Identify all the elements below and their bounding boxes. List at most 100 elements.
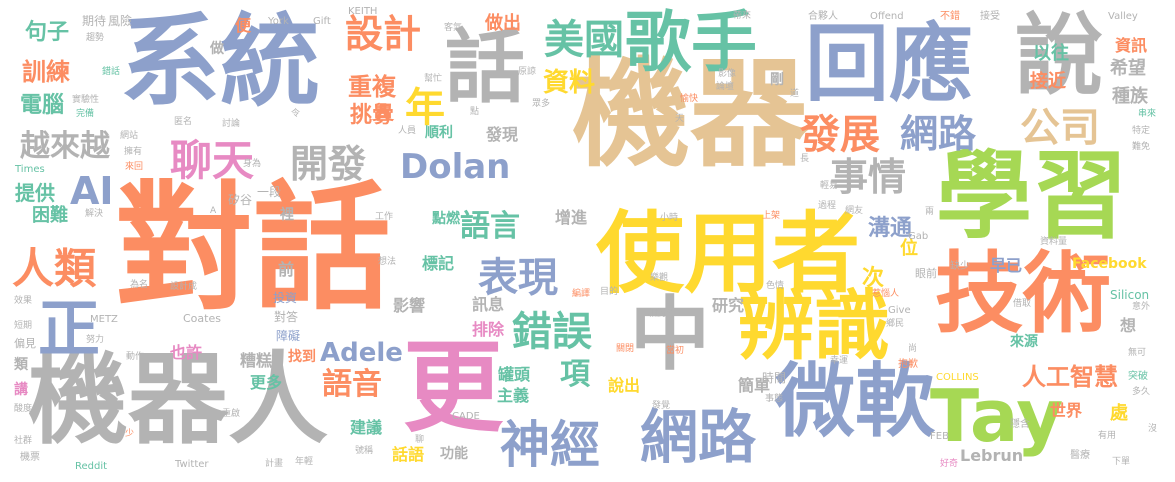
word-127: Coates <box>183 312 221 325</box>
word-140: 年輕 <box>295 457 314 467</box>
word-125: 偏見 <box>14 337 36 350</box>
word-105: 幫忙 <box>424 74 443 84</box>
word-174: 難免 <box>1132 142 1151 152</box>
word-59: 想 <box>1120 316 1137 335</box>
word-103: 客氣 <box>444 23 463 33</box>
word-2: 系統 <box>120 3 320 120</box>
word-1: 機器 <box>572 45 809 183</box>
word-118: 解決 <box>85 209 104 219</box>
word-60: 來源 <box>1010 334 1038 350</box>
word-50: 希望 <box>1110 58 1146 79</box>
word-123: 設計成 <box>170 282 198 292</box>
word-194: 有用 <box>1098 431 1117 441</box>
word-94: 期待 <box>82 14 107 28</box>
word-114: 討論 <box>222 119 241 129</box>
word-180: 惹惱人 <box>872 289 900 299</box>
word-66: 時間 <box>762 371 787 385</box>
word-101: Gift <box>313 16 331 27</box>
word-154: 上架 <box>762 211 781 221</box>
word-107: 眾多 <box>532 99 551 109</box>
word-158: 論壇 <box>716 82 735 92</box>
word-73: 點燃 <box>432 211 460 227</box>
word-100: York <box>268 16 289 27</box>
word-138: 重啟 <box>222 409 241 419</box>
word-159: 愉快 <box>680 94 699 104</box>
word-23: 事情 <box>830 155 907 199</box>
word-31: 設計 <box>345 12 422 56</box>
word-184: 意外 <box>1132 302 1151 312</box>
word-33: 越來越 <box>20 129 110 164</box>
word-42: 訓練 <box>22 58 70 86</box>
word-129: 類 <box>14 357 28 373</box>
word-26: 人類 <box>12 244 97 293</box>
word-142: 聊 <box>415 435 425 445</box>
word-82: 更多 <box>250 373 283 392</box>
word-173: 特定 <box>1132 126 1151 136</box>
word-93: 做 <box>210 41 224 57</box>
word-64: 研究 <box>712 296 745 315</box>
word-80: 順利 <box>425 125 453 141</box>
word-51: 種族 <box>1112 86 1148 107</box>
word-12: 中 <box>630 288 710 381</box>
word-86: 投資 <box>273 291 298 305</box>
word-8: 微軟 <box>775 355 935 448</box>
word-38: 資料 <box>543 68 596 98</box>
word-83: 糟糕 <box>240 351 273 370</box>
word-14: Tay <box>930 374 1064 458</box>
word-68: 罐頭 <box>498 365 531 384</box>
word-131: 講 <box>14 382 28 398</box>
word-109: 令 <box>291 109 301 119</box>
word-146: 幸運 <box>830 356 849 366</box>
word-95: 風險 <box>108 14 133 28</box>
word-110: 網站 <box>120 131 139 141</box>
word-22: 網路 <box>900 112 977 156</box>
word-179: 資料量 <box>1040 237 1068 247</box>
word-81: 也許 <box>170 343 203 362</box>
word-57: 世界 <box>1050 401 1083 420</box>
word-115: 身為 <box>243 159 262 169</box>
word-20: 美國 <box>544 17 624 63</box>
word-195: 醫療 <box>1070 450 1090 461</box>
word-197: 好奇 <box>940 459 959 469</box>
word-144: 發覺 <box>652 401 671 411</box>
word-97: 實驗性 <box>72 95 100 105</box>
word-85: 障礙 <box>276 329 301 343</box>
word-163: 長 <box>800 154 810 164</box>
word-36: 項 <box>560 357 590 392</box>
word-54: 早已 <box>990 256 1023 275</box>
word-119: 工作 <box>375 212 394 222</box>
word-134: 機票 <box>20 452 40 463</box>
word-67: 說出 <box>608 376 641 395</box>
word-72: 標記 <box>422 254 455 273</box>
word-104: 原諒 <box>518 67 537 77</box>
word-160: 剛 <box>770 72 784 88</box>
word-178: 缺少 <box>950 261 970 272</box>
word-13: 辨識 <box>738 281 890 370</box>
word-10: 說 <box>1015 4 1104 107</box>
word-39: 重複 <box>348 73 396 101</box>
word-132: 酸度 <box>14 404 33 414</box>
word-62: 位 <box>900 238 918 259</box>
word-169: 不錯 <box>940 11 960 22</box>
word-5: 使用者 <box>596 202 861 305</box>
word-124: 短期 <box>14 321 33 331</box>
word-88: 前 <box>278 260 295 279</box>
word-48: 以往 <box>1033 43 1069 64</box>
word-106: 點 <box>470 107 480 117</box>
word-11: 話 <box>445 21 525 114</box>
word-121: 效果 <box>14 296 33 306</box>
word-89: 裡 <box>280 207 294 223</box>
word-175: 兩 <box>925 207 935 217</box>
word-168: Offend <box>870 11 904 22</box>
word-193: 隱含 <box>1010 419 1030 430</box>
word-18: 錯誤 <box>512 309 592 355</box>
word-55: Facebook <box>1072 256 1147 272</box>
word-192: FEB <box>930 431 949 442</box>
word-65: 簡單 <box>738 376 771 395</box>
word-71: 訊息 <box>472 295 505 314</box>
word-96: 趨勢 <box>86 33 105 43</box>
word-117: A <box>210 206 217 216</box>
word-0: 對話 <box>115 168 392 329</box>
word-90: 一段 <box>257 185 282 199</box>
